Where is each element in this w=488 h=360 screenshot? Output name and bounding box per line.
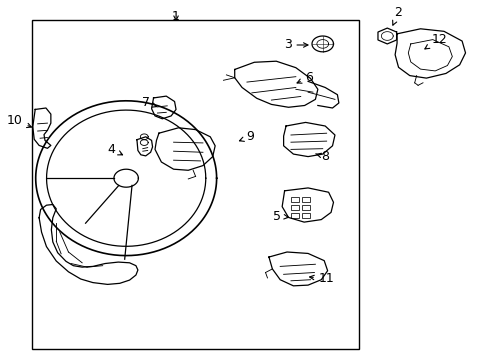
Bar <box>291 197 299 202</box>
Text: 11: 11 <box>309 273 334 285</box>
Text: 1: 1 <box>172 10 180 23</box>
Bar <box>291 205 299 210</box>
Bar <box>302 213 309 218</box>
Bar <box>291 213 299 218</box>
Text: 12: 12 <box>424 33 446 49</box>
Bar <box>302 205 309 210</box>
Text: 6: 6 <box>297 71 313 84</box>
Text: 5: 5 <box>273 210 288 222</box>
Text: 9: 9 <box>239 130 254 143</box>
Bar <box>302 197 309 202</box>
Text: 8: 8 <box>315 150 328 163</box>
Text: 7: 7 <box>142 96 156 109</box>
Text: 4: 4 <box>107 143 122 156</box>
Text: 2: 2 <box>392 6 402 25</box>
Text: 10: 10 <box>7 114 31 127</box>
Bar <box>32 20 359 349</box>
Text: 3: 3 <box>283 39 307 51</box>
